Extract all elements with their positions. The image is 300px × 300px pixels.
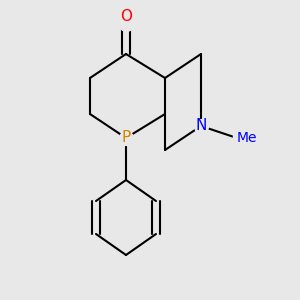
Text: O: O	[120, 9, 132, 24]
Text: N: N	[195, 118, 207, 134]
Text: Me: Me	[237, 131, 257, 145]
Text: P: P	[122, 130, 130, 146]
